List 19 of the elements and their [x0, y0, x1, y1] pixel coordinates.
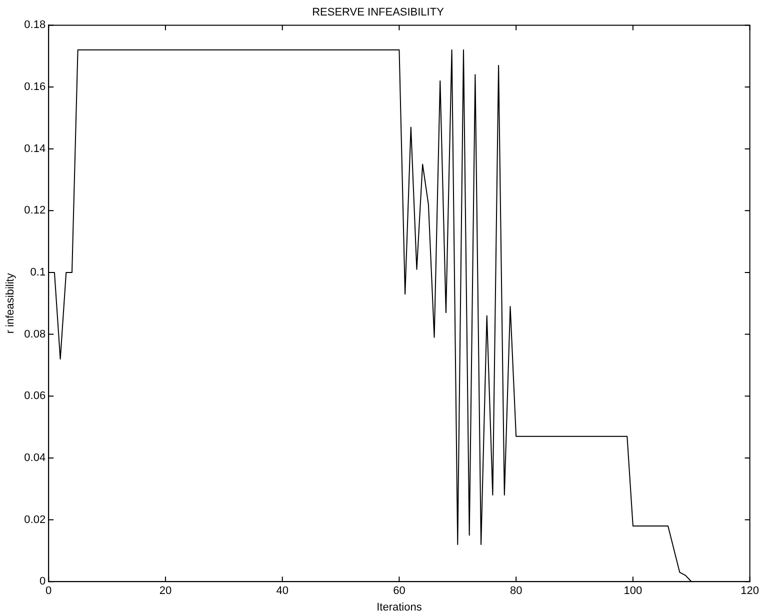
y-tick-label: 0.18 — [24, 19, 46, 32]
x-tick-label: 100 — [624, 585, 642, 598]
y-tick-label: 0.04 — [24, 452, 46, 464]
x-tick-label: 120 — [740, 585, 760, 598]
y-tick-label: 0 — [39, 576, 46, 588]
y-tick-label: 0.12 — [24, 204, 46, 217]
y-tick-label: 0.1 — [30, 266, 46, 279]
y-tick-label: 0.02 — [24, 514, 46, 526]
y-tick-label: 0.06 — [24, 390, 46, 402]
x-tick-label: 60 — [393, 585, 406, 598]
y-tick-label: 0.16 — [24, 81, 46, 94]
x-tick-label: 20 — [159, 585, 172, 598]
x-tick-label: 80 — [510, 585, 522, 598]
y-axis-title: r infeasibility — [4, 272, 17, 334]
y-tick-label: 0.08 — [24, 328, 46, 340]
y-tick-label: 0.14 — [24, 142, 46, 155]
x-tick-label: 40 — [276, 585, 288, 598]
chart-title: RESERVE INFEASIBILITY — [312, 6, 445, 19]
x-axis-title: Iterations — [376, 601, 422, 614]
